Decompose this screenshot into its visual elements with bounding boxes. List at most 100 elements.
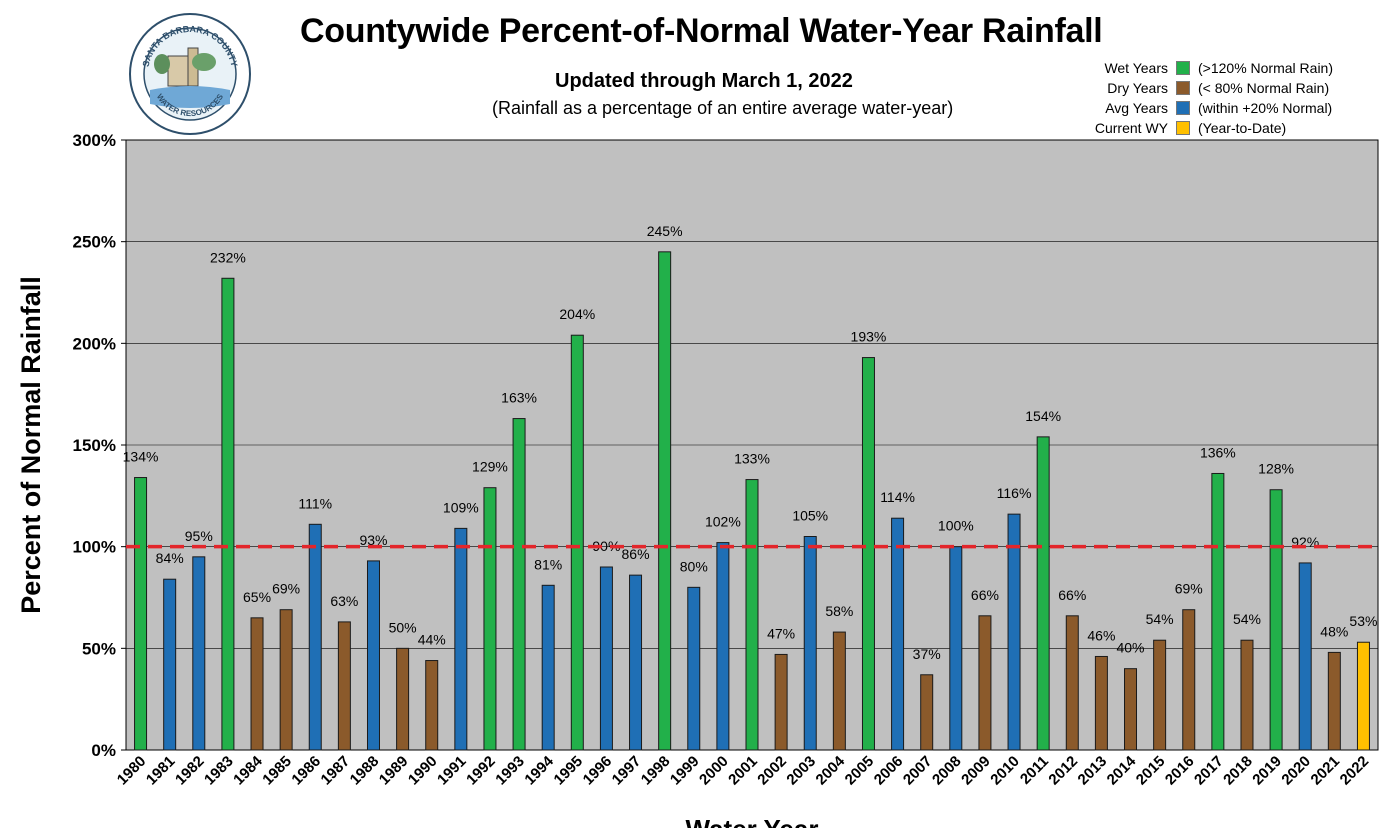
data-label-2022: 53% [1349,613,1377,629]
x-tick-label: 1997 [609,753,645,789]
bar-2007 [920,674,934,751]
data-label-1991: 109% [443,499,479,515]
bar-1994 [541,584,555,751]
bar-1988 [366,560,380,751]
data-label-1981: 84% [156,550,184,566]
bar-1984 [250,617,264,751]
y-tick-label: 200% [73,334,116,353]
x-tick-label: 2001 [725,753,761,789]
bar-2010 [1007,513,1021,751]
x-tick-label: 2018 [1220,753,1256,789]
x-tick-label: 1993 [492,753,528,789]
data-label-1980: 134% [123,449,159,465]
legend-label: Wet Years [1104,60,1168,76]
legend-swatch-dry [1176,81,1190,95]
bar-1993 [512,418,526,751]
x-tick-label: 2012 [1045,753,1081,789]
y-tick-label: 300% [73,131,116,150]
legend-label: Avg Years [1105,100,1168,116]
legend: Wet Years (>120% Normal Rain) Dry Years … [1070,58,1333,138]
legend-label: Current WY [1094,120,1168,136]
bar-1997 [629,574,643,751]
data-label-1988: 93% [359,532,387,548]
county-seal-logo: SANTA BARBARA COUNTY WATER RESOURCES [128,12,252,136]
x-tick-label: 2022 [1337,753,1373,789]
x-tick-label: 1998 [638,753,674,789]
data-label-2015: 54% [1146,611,1174,627]
legend-item-wet: Wet Years (>120% Normal Rain) [1070,58,1333,78]
x-tick-label: 1990 [405,753,441,789]
bar-2001 [745,479,759,751]
x-tick-label: 1989 [376,753,412,789]
x-tick-label: 2016 [1162,753,1198,789]
bar-2015 [1153,639,1167,751]
x-tick-label: 1995 [551,753,587,789]
x-tick-label: 2015 [1133,753,1169,789]
bar-1989 [396,647,410,751]
bar-2006 [891,517,905,751]
x-tick-label: 2013 [1075,753,1111,789]
data-label-2000: 102% [705,514,741,530]
bar-2011 [1036,436,1050,751]
legend-swatch-current [1176,121,1190,135]
bar-2005 [861,357,875,751]
x-tick-label: 2020 [1278,753,1314,789]
x-tick-label: 1996 [580,753,616,789]
chart-subtitle: Updated through March 1, 2022 [555,70,853,92]
x-tick-label: 2005 [842,753,878,789]
data-label-2002: 47% [767,625,795,641]
x-axis-label: Water Year [686,814,819,828]
x-tick-label: 2000 [696,753,732,789]
data-label-2006: 114% [880,489,915,505]
legend-desc: (>120% Normal Rain) [1198,60,1333,76]
x-tick-label: 1980 [114,753,150,789]
x-tick-label: 2017 [1191,753,1227,789]
data-label-2017: 136% [1200,444,1236,460]
bar-2012 [1065,615,1079,751]
data-label-2009: 66% [971,587,999,603]
bar-1995 [570,334,584,751]
bar-1985 [279,609,293,751]
bar-1987 [337,621,351,751]
data-label-2007: 37% [913,646,941,662]
bar-2014 [1124,668,1138,751]
x-tick-label: 1994 [521,752,557,788]
bar-2002 [774,653,788,751]
data-label-2019: 128% [1258,461,1294,477]
data-label-1989: 50% [389,619,417,635]
x-tick-label: 1999 [667,753,703,789]
data-label-1984: 65% [243,589,271,605]
data-label-2008: 100% [938,518,974,534]
x-tick-label: 1985 [259,753,295,789]
bar-1991 [454,527,468,751]
bar-2019 [1269,489,1283,751]
x-tick-label: 1987 [318,753,354,789]
y-axis-label: Percent of Normal Rainfall [16,276,46,614]
data-label-1993: 163% [501,390,537,406]
x-tick-label: 2002 [754,753,790,789]
data-label-1985: 69% [272,581,300,597]
data-label-1983: 232% [210,249,246,265]
bar-2016 [1182,609,1196,751]
data-label-1996: 90% [592,538,620,554]
bar-1980 [134,477,148,751]
data-label-2018: 54% [1233,611,1261,627]
bar-1982 [192,556,206,751]
x-tick-label: 2019 [1249,753,1285,789]
data-label-2010: 116% [997,485,1032,501]
data-label-1998: 245% [647,223,683,239]
x-tick-label: 2014 [1104,752,1140,788]
y-tick-label: 250% [73,233,116,252]
bar-2013 [1094,655,1108,751]
bar-2020 [1298,562,1312,751]
bar-2000 [716,542,730,751]
data-label-2016: 69% [1175,581,1203,597]
bar-1999 [687,586,701,751]
x-tick-label: 2006 [871,753,907,789]
data-label-1990: 44% [418,632,446,648]
bar-2004 [832,631,846,751]
x-tick-label: 2010 [987,753,1023,789]
y-tick-label: 0% [91,741,116,760]
x-tick-label: 1986 [288,753,324,789]
bar-1986 [308,523,322,751]
